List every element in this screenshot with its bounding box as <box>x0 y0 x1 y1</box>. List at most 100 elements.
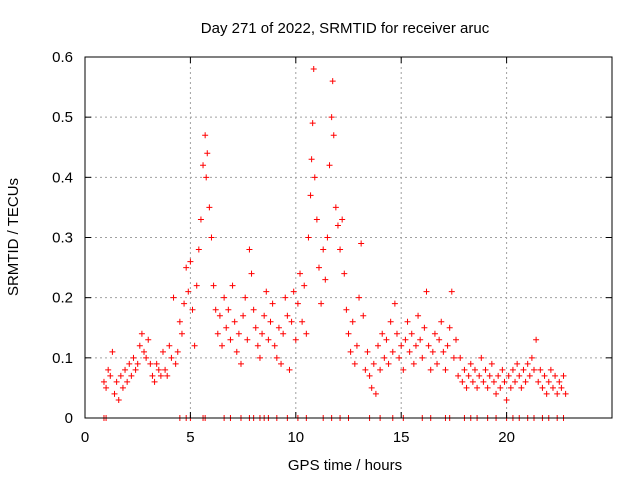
data-point <box>250 306 257 313</box>
data-point <box>383 336 390 343</box>
data-point <box>417 336 424 343</box>
data-point <box>189 306 196 313</box>
data-point <box>339 216 346 223</box>
data-point <box>406 348 413 355</box>
data-point <box>467 360 474 367</box>
data-point <box>288 318 295 325</box>
data-point <box>448 288 455 295</box>
data-point <box>280 330 287 337</box>
data-point <box>109 348 116 355</box>
data-point <box>310 66 317 73</box>
data-point <box>275 324 282 331</box>
data-point <box>309 120 316 127</box>
data-point <box>421 324 428 331</box>
data-point <box>254 342 261 349</box>
data-point <box>320 246 327 253</box>
data-point <box>172 360 179 367</box>
data-point <box>229 282 236 289</box>
data-point <box>311 174 318 181</box>
plot-frame <box>84 56 613 419</box>
data-point <box>495 372 502 379</box>
data-point <box>368 384 375 391</box>
data-point <box>147 360 154 367</box>
data-point <box>400 366 407 373</box>
data-point <box>225 306 232 313</box>
data-point <box>326 162 333 169</box>
data-point <box>294 300 301 307</box>
y-axis-label: SRMTID / TECUs <box>5 178 22 296</box>
data-point <box>233 348 240 355</box>
data-point <box>202 132 209 139</box>
data-point <box>332 204 339 211</box>
y-tick-label: 0 <box>65 410 73 427</box>
data-point <box>267 318 274 325</box>
data-point <box>486 372 493 379</box>
data-point <box>315 264 322 271</box>
data-point <box>208 234 215 241</box>
data-point <box>364 348 371 355</box>
data-point <box>509 366 516 373</box>
data-point <box>514 360 521 367</box>
data-point <box>322 276 329 283</box>
data-point <box>187 258 194 265</box>
data-point <box>113 378 120 385</box>
data-point <box>366 372 373 379</box>
data-point <box>143 354 150 361</box>
data-point <box>170 294 177 301</box>
grid-lines <box>85 57 612 418</box>
data-point <box>349 318 356 325</box>
data-point <box>360 312 367 319</box>
data-point <box>191 342 198 349</box>
data-point <box>562 390 569 397</box>
data-point <box>134 360 141 367</box>
data-point <box>105 366 112 373</box>
data-point <box>351 360 358 367</box>
data-point <box>237 360 244 367</box>
data-point <box>552 372 559 379</box>
data-point <box>149 372 156 379</box>
data-point <box>259 330 266 337</box>
data-point <box>526 372 533 379</box>
x-tick-label: 10 <box>287 429 304 446</box>
data-point <box>265 336 272 343</box>
data-point <box>535 378 542 385</box>
data-point <box>547 366 554 373</box>
data-point <box>269 300 276 307</box>
data-point <box>528 354 535 361</box>
data-point <box>221 294 228 301</box>
data-points <box>100 66 569 421</box>
data-point <box>284 312 291 319</box>
data-point <box>556 378 563 385</box>
data-point <box>168 354 175 361</box>
data-point <box>178 330 185 337</box>
data-point <box>181 300 188 307</box>
data-point <box>412 342 419 349</box>
data-point <box>193 282 200 289</box>
data-point <box>206 204 213 211</box>
data-point <box>136 342 143 349</box>
data-point <box>442 366 449 373</box>
data-point <box>103 384 110 391</box>
data-point <box>176 318 183 325</box>
data-point <box>457 354 464 361</box>
data-point <box>305 234 312 241</box>
data-point <box>372 390 379 397</box>
data-point <box>503 396 510 403</box>
data-point <box>297 270 304 277</box>
data-point <box>334 222 341 229</box>
data-point <box>370 360 377 367</box>
data-point <box>111 390 118 397</box>
data-point <box>166 342 173 349</box>
data-point <box>227 336 234 343</box>
data-point <box>501 378 508 385</box>
data-point <box>419 354 426 361</box>
data-point <box>549 384 556 391</box>
data-point <box>301 282 308 289</box>
data-point <box>263 288 270 295</box>
data-point <box>248 270 255 277</box>
data-point <box>164 372 171 379</box>
data-point <box>240 312 247 319</box>
data-point <box>145 336 152 343</box>
data-point <box>124 378 131 385</box>
data-point <box>115 396 122 403</box>
